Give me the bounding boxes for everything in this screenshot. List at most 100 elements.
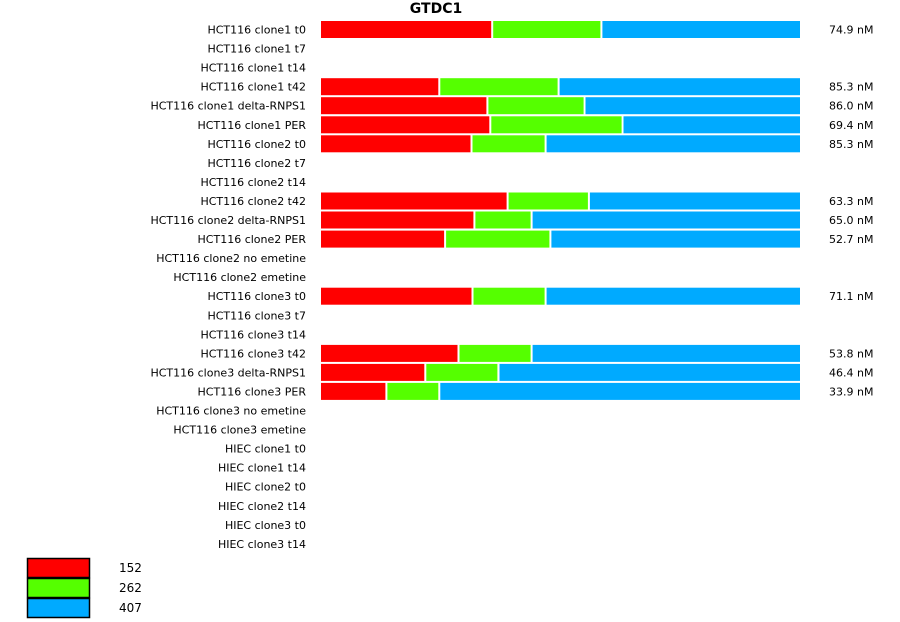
- bar-segment-152: [321, 116, 490, 134]
- category-label: HCT116 clone1 PER: [198, 119, 307, 132]
- category-label: HCT116 clone1 t14: [200, 62, 306, 75]
- chart-row: HCT116 clone2 t0 85.3 nM: [207, 135, 873, 153]
- bar-segment-262: [491, 116, 622, 134]
- category-label: HCT116 clone2 t14: [200, 176, 306, 189]
- value-label: 46.4 nM: [829, 366, 873, 379]
- bar-segment-262: [426, 363, 498, 381]
- bar-segment-152: [321, 21, 492, 38]
- chart-row: HIEC clone2 t14: [218, 500, 306, 513]
- bar-segment-152: [321, 287, 472, 305]
- legend-label: 262: [119, 581, 142, 595]
- value-label: 63.3 nM: [829, 195, 873, 208]
- bar-segment-262: [446, 230, 550, 248]
- bar-segment-407: [546, 135, 800, 153]
- chart-row: HCT116 clone2 t14: [200, 176, 306, 189]
- bar-segment-407: [532, 211, 800, 229]
- chart-row: HCT116 clone3 t14: [200, 328, 306, 341]
- chart-row: HCT116 clone3 PER 33.9 nM: [198, 382, 873, 400]
- bar-segment-152: [321, 382, 386, 400]
- chart-row: HCT116 clone2 no emetine: [156, 252, 306, 265]
- category-label: HCT116 clone3 t0: [207, 290, 306, 303]
- chart-row: HCT116 clone1 t42 85.3 nM: [200, 78, 873, 96]
- chart-row: HCT116 clone1 PER 69.4 nM: [198, 116, 873, 134]
- bar-segment-152: [321, 230, 445, 248]
- value-label: 53.8 nM: [829, 347, 873, 360]
- value-label: 86.0 nM: [829, 100, 873, 113]
- bar-segment-262: [488, 97, 584, 115]
- category-label: HIEC clone3 t0: [225, 519, 306, 532]
- chart-row: HIEC clone2 t0: [225, 481, 306, 494]
- category-label: HCT116 clone1 delta-RNPS1: [150, 100, 306, 113]
- chart-row: HCT116 clone1 delta-RNPS1 86.0 nM: [150, 97, 873, 115]
- chart-rows: HCT116 clone1 t0 74.9 nM HCT116 clone1 t7 H…: [150, 21, 873, 551]
- bar-segment-262: [440, 78, 558, 96]
- category-label: HCT116 clone2 emetine: [173, 271, 306, 284]
- category-label: HCT116 clone3 t7: [207, 309, 306, 322]
- bar-segment-262: [459, 344, 531, 362]
- bar-segment-152: [321, 211, 474, 229]
- bar-segment-407: [499, 363, 800, 381]
- category-label: HCT116 clone2 delta-RNPS1: [150, 214, 306, 227]
- bar-segment-152: [321, 192, 507, 210]
- value-label: 65.0 nM: [829, 214, 873, 227]
- chart-row: HCT116 clone3 t7: [207, 309, 306, 322]
- bar-segment-407: [532, 344, 800, 362]
- bar-segment-262: [493, 21, 601, 38]
- bar-segment-152: [321, 363, 425, 381]
- bar-segment-262: [473, 287, 545, 305]
- bar-segment-262: [508, 192, 588, 210]
- category-label: HCT116 clone2 PER: [198, 233, 307, 246]
- chart-row: HCT116 clone2 emetine: [173, 271, 306, 284]
- chart-row: HCT116 clone2 PER 52.7 nM: [198, 230, 873, 248]
- chart-row: HCT116 clone1 t7: [207, 43, 306, 56]
- bar-segment-262: [472, 135, 545, 153]
- chart-row: HCT116 clone3 delta-RNPS1 46.4 nM: [150, 363, 873, 381]
- category-label: HCT116 clone3 t14: [200, 328, 306, 341]
- value-label: 52.7 nM: [829, 233, 873, 246]
- bar-segment-152: [321, 97, 487, 115]
- chart-row: HCT116 clone2 t42 63.3 nM: [200, 192, 873, 210]
- bar-segment-407: [440, 382, 800, 400]
- chart-row: HIEC clone1 t14: [218, 462, 306, 475]
- chart-row: HCT116 clone3 emetine: [173, 424, 306, 437]
- category-label: HCT116 clone2 t0: [207, 138, 306, 151]
- bar-segment-262: [387, 382, 439, 400]
- bar-segment-407: [551, 230, 800, 248]
- chart-title: GTDC1: [409, 1, 463, 17]
- category-label: HCT116 clone3 no emetine: [156, 405, 306, 418]
- legend: 152 262 407: [26, 557, 142, 619]
- category-label: HCT116 clone3 delta-RNPS1: [150, 366, 306, 379]
- chart-row: HIEC clone1 t0: [225, 443, 306, 456]
- value-label: 74.9 nM: [829, 24, 873, 37]
- category-label: HCT116 clone2 t42: [200, 195, 306, 208]
- category-label: HCT116 clone3 t42: [200, 347, 306, 360]
- bar-segment-407: [602, 21, 800, 38]
- value-label: 71.1 nM: [829, 290, 873, 303]
- category-label: HCT116 clone1 t42: [200, 81, 306, 94]
- chart-row: HCT116 clone3 t0 71.1 nM: [207, 287, 873, 305]
- category-label: HIEC clone2 t0: [225, 481, 306, 494]
- value-label: 69.4 nM: [829, 119, 873, 132]
- category-label: HIEC clone3 t14: [218, 538, 306, 551]
- bar-segment-407: [623, 116, 800, 134]
- chart-row: HCT116 clone1 t0 74.9 nM: [207, 21, 873, 38]
- bar-segment-407: [589, 192, 800, 210]
- category-label: HIEC clone2 t14: [218, 500, 306, 513]
- legend-swatch: [26, 597, 91, 619]
- chart-row: HCT116 clone2 t7: [207, 157, 306, 170]
- chart-row: HCT116 clone3 no emetine: [156, 405, 306, 418]
- chart-row: HCT116 clone3 t42 53.8 nM: [200, 344, 873, 362]
- bar-segment-262: [475, 211, 531, 229]
- chart-row: HCT116 clone1 t14: [200, 62, 306, 75]
- legend-label: 152: [119, 561, 142, 575]
- category-label: HCT116 clone2 no emetine: [156, 252, 306, 265]
- bar-segment-407: [559, 78, 800, 96]
- chart-row: HIEC clone3 t14: [218, 538, 306, 551]
- category-label: HIEC clone1 t0: [225, 443, 306, 456]
- legend-label: 407: [119, 601, 142, 615]
- bar-segment-152: [321, 135, 471, 153]
- category-label: HCT116 clone1 t0: [207, 24, 306, 37]
- category-label: HCT116 clone3 emetine: [173, 424, 306, 437]
- category-label: HCT116 clone3 PER: [198, 385, 307, 398]
